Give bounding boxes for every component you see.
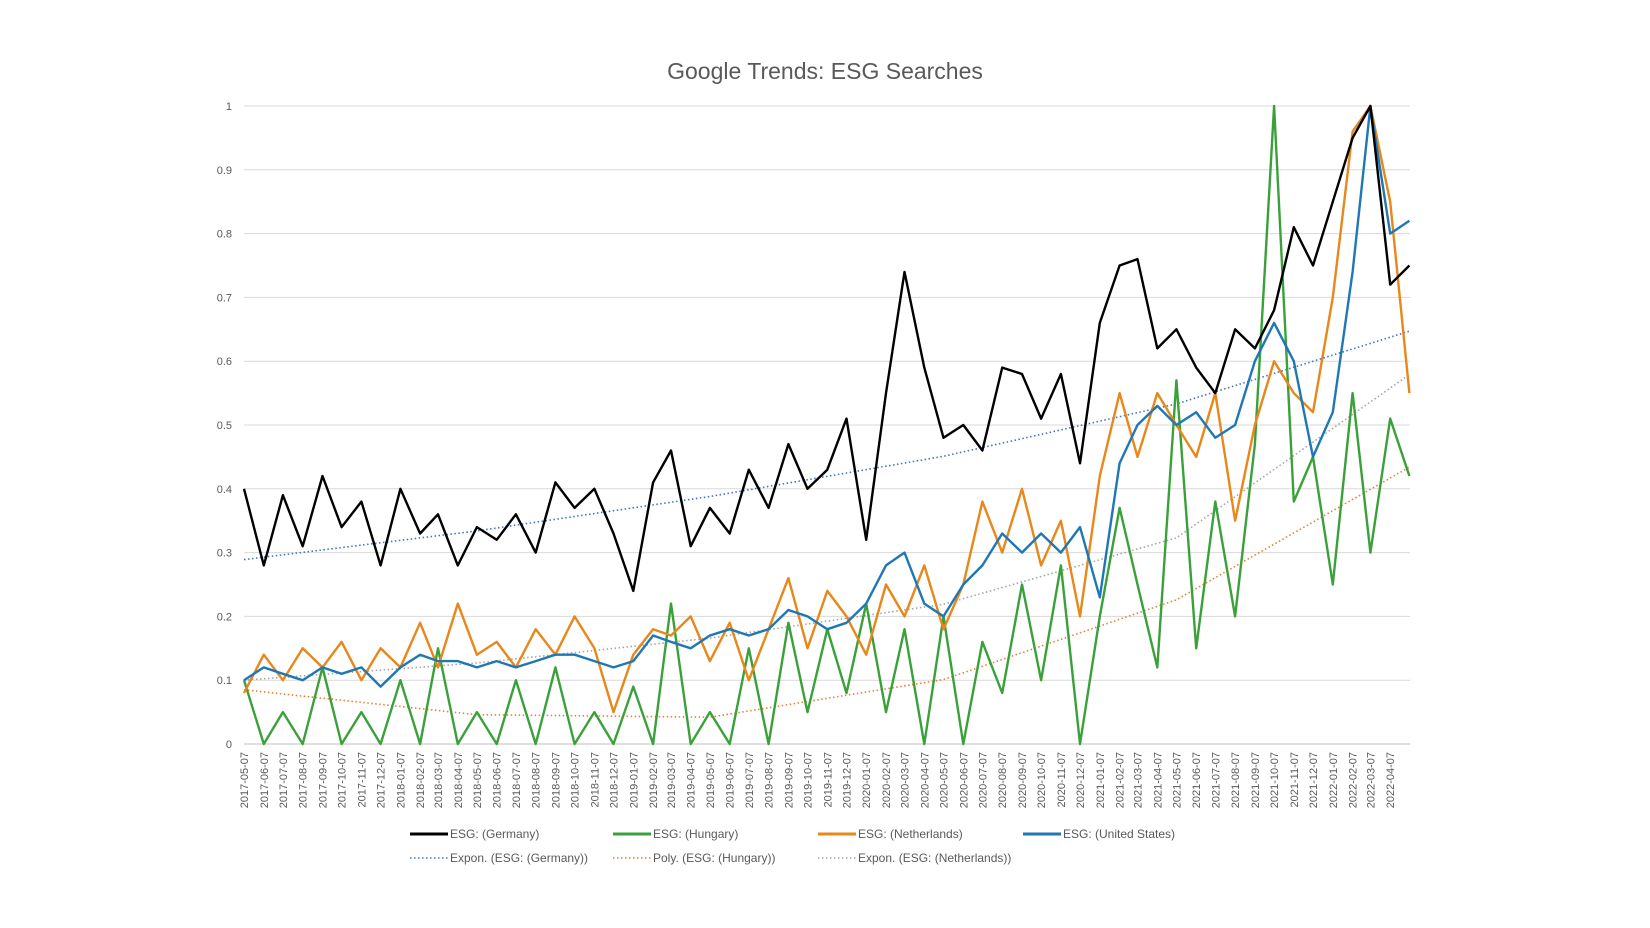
x-tick-label: 2021-03-07 [1132, 752, 1144, 808]
series-lines [242, 104, 1411, 746]
y-tick-label: 0.8 [217, 229, 232, 241]
x-tick-label: 2018-02-07 [415, 752, 427, 808]
x-tick-label: 2020-03-07 [900, 752, 912, 808]
x-tick-label: 2021-11-07 [1289, 752, 1301, 807]
x-tick-label: 2020-12-07 [1075, 752, 1087, 808]
legend-label: ESG: (Netherlands) [858, 827, 963, 841]
x-tick-label: 2020-08-07 [997, 752, 1009, 808]
legend-label: ESG: (Hungary) [653, 827, 738, 841]
chart-title: Google Trends: ESG Searches [667, 58, 983, 84]
x-tick-label: 2019-06-07 [725, 752, 737, 808]
x-tick-label: 2017-10-07 [337, 752, 349, 808]
x-tick-label: 2019-08-07 [764, 752, 776, 808]
x-tick-label: 2017-12-07 [376, 752, 388, 808]
x-tick-label: 2021-09-07 [1250, 752, 1262, 808]
x-tick-label: 2018-05-07 [472, 752, 484, 808]
x-tick-label: 2017-07-07 [278, 752, 290, 808]
x-tick-label: 2019-03-07 [666, 752, 678, 808]
legend-label: ESG: (United States) [1063, 827, 1175, 841]
y-tick-label: 0.6 [217, 356, 232, 368]
x-tick-label: 2019-01-07 [628, 752, 640, 808]
y-tick-label: 0.4 [217, 484, 232, 496]
x-tick-label: 2019-10-07 [803, 752, 815, 808]
y-tick-label: 1 [226, 101, 232, 113]
x-tick-label: 2019-05-07 [705, 752, 717, 808]
legend-label: Expon. (ESG: (Germany)) [450, 851, 588, 865]
x-axis-tick-labels: 2017-05-07 2017-06-07 2017-07-07 2017-08-07… [239, 752, 1397, 808]
x-tick-label: 2020-09-07 [1017, 752, 1029, 808]
x-tick-label: 2022-03-07 [1365, 752, 1377, 808]
x-tick-label: 2021-01-07 [1095, 752, 1107, 808]
x-tick-label: 2017-06-07 [259, 752, 271, 808]
x-tick-label: 2017-11-07 [356, 752, 368, 807]
legend-label: ESG: (Germany) [450, 827, 539, 841]
series-line [243, 104, 1411, 688]
x-tick-label: 2021-10-07 [1269, 752, 1281, 808]
legend: ESG: (Germany) ESG: (Hungary) ESG: (Nether… [410, 827, 1175, 865]
x-tick-label: 2021-05-07 [1171, 752, 1183, 808]
x-tick-label: 2019-04-07 [686, 752, 698, 808]
x-tick-label: 2019-09-07 [783, 752, 795, 808]
x-tick-label: 2019-07-07 [744, 752, 756, 808]
y-axis-tick-labels: 0 0.1 0.2 0.3 0.4 0.5 0.6 0.7 0.8 0.9 1 [217, 101, 232, 751]
x-tick-label: 2018-07-07 [511, 752, 523, 808]
series-line [242, 104, 1411, 593]
x-tick-label: 2020-01-07 [861, 752, 873, 808]
legend-label: Poly. (ESG: (Hungary)) [653, 851, 775, 865]
x-tick-label: 2018-10-07 [570, 752, 582, 808]
x-tick-label: 2020-06-07 [958, 752, 970, 808]
x-tick-label: 2020-07-07 [977, 752, 989, 808]
x-tick-label: 2019-12-07 [841, 752, 853, 808]
x-tick-label: 2021-02-07 [1115, 752, 1127, 808]
x-tick-label: 2021-06-07 [1191, 752, 1203, 808]
x-tick-label: 2017-05-07 [239, 752, 251, 808]
y-tick-label: 0 [226, 739, 232, 751]
x-tick-label: 2017-08-07 [298, 752, 310, 808]
y-tick-label: 0.7 [217, 292, 232, 304]
x-tick-label: 2018-04-07 [453, 752, 465, 808]
x-tick-label: 2017-09-07 [317, 752, 329, 808]
x-tick-label: 2021-12-07 [1308, 752, 1320, 808]
y-tick-label: 0.5 [217, 420, 232, 432]
x-tick-label: 2018-03-07 [433, 752, 445, 808]
x-tick-label: 2019-02-07 [648, 752, 660, 808]
x-tick-label: 2018-08-07 [531, 752, 543, 808]
x-tick-label: 2022-04-07 [1385, 752, 1397, 808]
y-tick-label: 0.2 [217, 611, 232, 623]
legend-label: Expon. (ESG: (Netherlands)) [858, 851, 1011, 865]
x-tick-label: 2018-06-07 [492, 752, 504, 808]
x-tick-label: 2020-02-07 [881, 752, 893, 808]
x-tick-label: 2021-07-07 [1210, 752, 1222, 808]
x-tick-label: 2021-08-07 [1230, 752, 1242, 808]
x-tick-label: 2020-05-07 [938, 752, 950, 808]
x-tick-label: 2022-01-07 [1328, 752, 1340, 808]
x-tick-label: 2020-11-07 [1056, 752, 1068, 807]
x-tick-label: 2022-02-07 [1348, 752, 1360, 808]
series-line [242, 104, 1411, 714]
gridlines [244, 105, 1410, 745]
x-tick-label: 2018-01-07 [395, 752, 407, 808]
series-line [243, 330, 1410, 561]
x-tick-label: 2018-09-07 [550, 752, 562, 808]
x-tick-label: 2019-11-07 [822, 752, 834, 807]
x-tick-label: 2018-12-07 [609, 752, 621, 808]
y-tick-label: 0.1 [217, 675, 232, 687]
x-tick-label: 2021-04-07 [1152, 752, 1164, 808]
y-tick-label: 0.3 [217, 548, 232, 560]
x-tick-label: 2020-10-07 [1036, 752, 1048, 808]
x-tick-label: 2018-11-07 [589, 752, 601, 807]
x-tick-label: 2020-04-07 [919, 752, 931, 808]
y-tick-label: 0.9 [217, 165, 232, 177]
